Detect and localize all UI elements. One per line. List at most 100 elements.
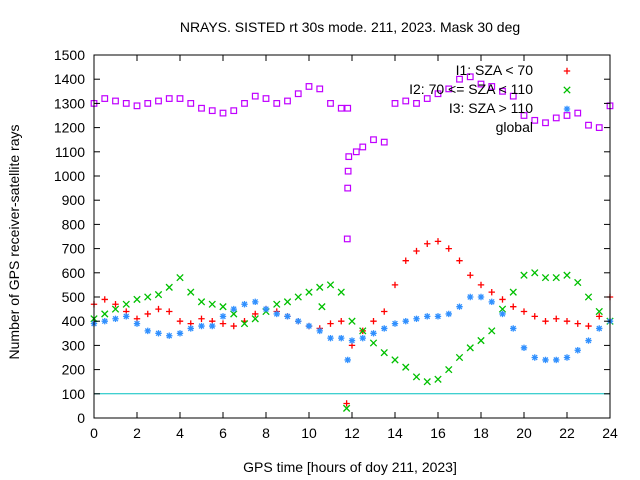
data-point [402,257,409,264]
data-point [456,303,463,310]
data-point [477,281,485,289]
data-point [283,298,292,306]
data-point [520,344,528,352]
data-point [531,354,538,361]
y-tick-label: 900 [62,192,86,208]
data-point [412,373,421,381]
outlier-point [344,167,352,175]
legend-marker [563,67,571,75]
y-tick-label: 1400 [54,71,85,87]
data-point [455,353,464,362]
data-point [585,121,592,129]
legend-label: I1: SZA < 70 [456,62,534,78]
data-point [251,92,259,100]
legend-entry-bg [380,117,580,133]
data-point [413,247,420,255]
data-point [370,330,377,337]
data-point [241,301,248,308]
data-point [198,322,205,330]
data-point [144,293,152,301]
y-tick-label: 500 [62,289,86,305]
data-point [434,90,442,98]
data-point [111,305,120,313]
data-point [380,138,388,146]
data-point [445,85,453,93]
data-point [563,112,571,119]
chart-title: NRAYS. SISTED rt 30s mode. 211, 2023. Ma… [180,19,520,35]
data-point [445,365,453,374]
data-point [596,325,603,332]
data-point [552,273,560,282]
data-point [101,310,109,318]
data-point [585,322,592,330]
data-point [456,75,463,83]
data-point [488,288,495,296]
outlier-point [343,400,350,407]
data-point [380,349,388,357]
data-point [316,85,324,93]
data-point [423,378,431,386]
data-point [230,322,237,330]
outlier-group [318,303,351,412]
data-point [413,99,420,107]
outlier-group [343,400,350,407]
data-point [144,327,151,335]
data-point [176,273,184,282]
y-tick-label: 600 [62,265,86,281]
data-point [133,295,141,304]
data-point [327,334,334,342]
x-axis-ticks: 0 2 4 6 8 10 12 14 16 18 20 22 24 [90,55,618,441]
data-point [352,148,360,156]
legend-marker [563,86,571,94]
data-point [230,310,238,318]
data-point [165,283,173,291]
data-point [445,310,452,318]
data-point [284,313,291,320]
data-point [209,322,216,330]
data-point [122,300,130,308]
data-point [553,356,560,364]
x-tick-label: 0 [90,425,98,441]
outlier-point [344,356,351,364]
data-point [466,344,474,352]
x-tick-label: 10 [301,425,317,441]
data-point [531,116,539,124]
data-point [348,337,356,344]
data-point [520,308,528,315]
data-point [144,310,151,318]
data-point [477,293,485,301]
data-point [434,313,442,320]
data-point [445,245,452,252]
data-point [295,318,302,325]
x-axis-label: GPS time [hours of doy 211, 2023] [243,459,457,475]
x-tick-label: 20 [516,425,532,441]
y-tick-label: 800 [62,216,86,232]
data-point [338,334,345,342]
data-point [241,99,248,107]
data-point [327,99,334,107]
data-point [381,308,388,315]
data-point [509,288,517,296]
data-point [230,305,237,313]
data-point [423,95,431,102]
data-point [509,92,517,100]
data-point [294,293,302,301]
outlier-group [343,153,353,243]
data-point [155,330,162,337]
data-point [305,322,313,330]
series-2 [90,293,614,364]
y-tick-label: 100 [62,386,86,402]
data-point [284,97,291,105]
data-point [402,318,409,325]
data-point [499,87,506,95]
data-point [552,114,560,122]
data-point [542,119,549,127]
data-point [542,318,549,325]
data-point [520,271,528,279]
data-point [595,307,603,316]
series-1 [90,269,614,386]
data-point [498,305,507,313]
data-point [326,281,335,289]
y-tick-label: 200 [62,362,86,378]
